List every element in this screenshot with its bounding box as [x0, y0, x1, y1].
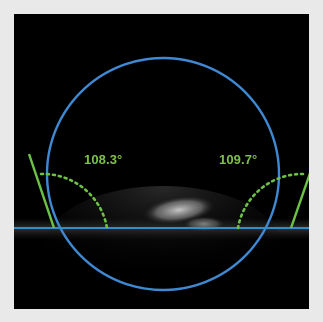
right-angle-arc [236, 172, 305, 230]
right-contact-angle-label: 109.7° [219, 152, 258, 167]
highlight-reflection-2 [182, 216, 226, 232]
right-tangent-line [289, 172, 309, 229]
left-contact-angle-label: 108.3° [84, 152, 123, 167]
left-tangent-line [27, 153, 56, 229]
droplet-overlay [14, 56, 309, 306]
droplet-image: 108.3° 109.7° [14, 14, 309, 309]
left-angle-arc [39, 172, 109, 230]
